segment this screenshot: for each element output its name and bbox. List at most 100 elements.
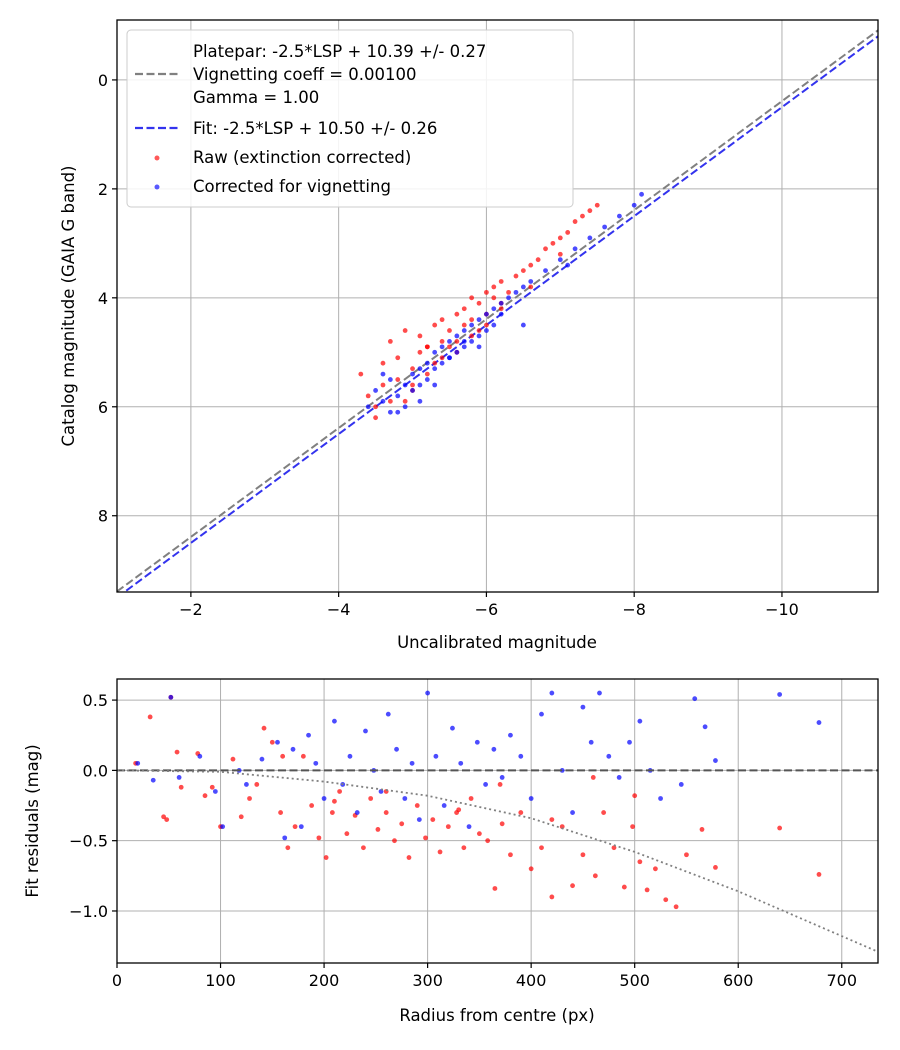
- raw-point: [323, 855, 329, 860]
- raw-point: [528, 866, 534, 872]
- raw-point: [469, 295, 475, 301]
- corrected-point: [639, 191, 644, 197]
- x-tick-label: 300: [412, 971, 443, 990]
- legend-corrected-text: Corrected for vignetting: [193, 177, 391, 196]
- corrected-point: [508, 732, 513, 738]
- raw-point: [417, 349, 423, 355]
- raw-point: [461, 306, 467, 312]
- corrected-point: [602, 224, 608, 230]
- corrected-point: [557, 257, 563, 263]
- corrected-point: [528, 796, 534, 801]
- top-y-ticks: 0 2 4 6 8: [98, 71, 117, 526]
- corrected-point: [402, 796, 408, 801]
- raw-point: [580, 852, 586, 858]
- corrected-point: [259, 756, 265, 762]
- corrected-point: [713, 758, 718, 763]
- corrected-point: [416, 817, 422, 822]
- raw-point: [292, 824, 298, 830]
- y-tick-label: 8: [98, 507, 108, 526]
- raw-point: [491, 295, 497, 301]
- corrected-point: [244, 782, 249, 787]
- raw-point: [344, 831, 350, 837]
- corrected-point: [450, 725, 455, 731]
- raw-point: [461, 322, 467, 328]
- raw-point: [332, 798, 337, 804]
- corrected-point: [410, 371, 415, 377]
- top-axes-frame: [116, 19, 879, 593]
- corrected-point: [313, 760, 319, 766]
- corrected-point: [275, 739, 280, 745]
- raw-point: [337, 789, 343, 794]
- bottom-x-axis-label: Radius from centre (px): [399, 1006, 594, 1025]
- raw-point: [508, 852, 513, 858]
- raw-point: [278, 810, 283, 815]
- corrected-point: [469, 339, 475, 344]
- corrected-point: [290, 746, 296, 752]
- raw-point: [491, 284, 497, 290]
- corrected-point: [176, 775, 182, 780]
- x-tick-label: 0: [112, 971, 122, 990]
- corrected-point: [402, 382, 408, 388]
- raw-point: [254, 782, 260, 787]
- raw-point: [492, 886, 498, 891]
- corrected-point: [570, 810, 575, 815]
- raw-point: [410, 382, 415, 388]
- raw-point: [329, 810, 335, 815]
- corrected-point: [373, 388, 378, 393]
- corrected-point: [549, 690, 555, 696]
- raw-point: [424, 344, 430, 350]
- corrected-point: [513, 289, 519, 295]
- corrected-point: [565, 262, 571, 268]
- raw-point: [300, 753, 306, 759]
- x-tick-label: 400: [516, 971, 547, 990]
- corrected-point: [520, 322, 526, 328]
- raw-point: [406, 855, 412, 860]
- raw-point: [280, 753, 286, 759]
- raw-point: [399, 821, 405, 827]
- raw-point: [361, 845, 366, 851]
- raw-point: [549, 817, 555, 822]
- raw-point: [684, 852, 689, 858]
- corrected-point: [491, 746, 497, 752]
- raw-point: [637, 859, 643, 865]
- corrected-point: [816, 720, 822, 725]
- raw-point: [663, 897, 669, 903]
- bottom-y-ticks: 0.5 0.0 −0.5 −1.0: [69, 691, 117, 921]
- raw-point: [528, 284, 534, 290]
- corrected-point: [306, 732, 311, 738]
- corrected-point: [543, 268, 548, 273]
- raw-point: [630, 824, 636, 830]
- corrected-point: [433, 753, 439, 759]
- corrected-point: [380, 371, 386, 377]
- raw-point: [417, 333, 423, 339]
- corrected-point: [354, 810, 360, 815]
- raw-point: [543, 246, 548, 252]
- legend-raw-text: Raw (extinction corrected): [193, 148, 411, 167]
- raw-point: [368, 796, 374, 801]
- raw-point: [549, 894, 555, 900]
- corrected-point: [395, 409, 401, 415]
- y-tick-label: 0.0: [83, 761, 108, 780]
- corrected-point: [469, 322, 475, 328]
- corrected-point: [539, 711, 544, 717]
- corrected-point: [424, 360, 430, 366]
- corrected-point: [606, 753, 612, 759]
- corrected-point: [559, 767, 565, 773]
- raw-point: [454, 311, 460, 317]
- corrected-point: [395, 393, 401, 399]
- corrected-point: [282, 835, 288, 841]
- raw-point: [518, 810, 524, 815]
- corrected-point: [417, 366, 423, 372]
- raw-point: [590, 775, 596, 780]
- x-tick-label: −10: [765, 600, 799, 619]
- corrected-point: [520, 284, 526, 290]
- corrected-point: [402, 404, 408, 410]
- raw-point: [373, 415, 378, 421]
- raw-point: [528, 262, 534, 268]
- raw-point: [375, 827, 381, 832]
- raw-point: [565, 230, 571, 235]
- raw-point: [383, 810, 389, 815]
- legend: Platepar: -2.5*LSP + 10.39 +/- 0.27 Vign…: [126, 29, 574, 208]
- corrected-point: [572, 246, 578, 252]
- raw-point: [365, 393, 371, 399]
